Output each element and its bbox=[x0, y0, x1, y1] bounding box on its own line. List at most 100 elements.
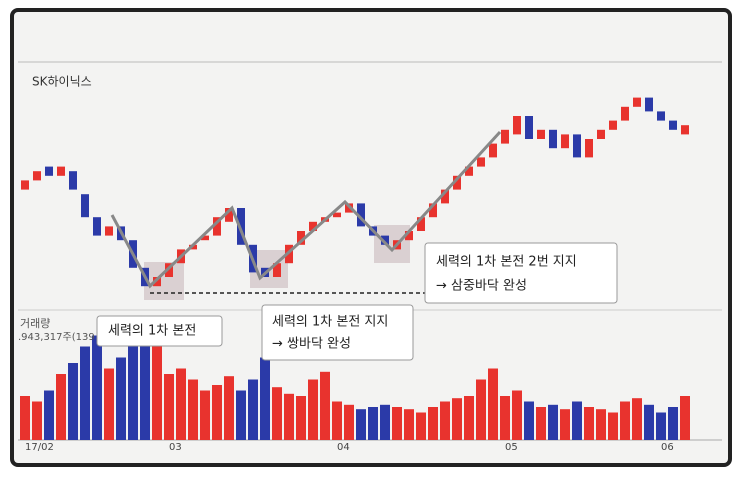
volume-bar bbox=[500, 396, 510, 440]
volume-bar bbox=[560, 409, 570, 440]
volume-bar bbox=[584, 407, 594, 440]
volume-bar bbox=[452, 398, 462, 440]
x-tick-label: 05 bbox=[505, 442, 518, 453]
candle bbox=[597, 129, 605, 139]
candle bbox=[585, 139, 593, 158]
annotation: 세력의 1차 본전 지지 bbox=[272, 315, 388, 330]
candle bbox=[513, 116, 521, 135]
annotation-box bbox=[261, 304, 414, 361]
candle bbox=[153, 277, 161, 287]
volume-bar bbox=[56, 374, 66, 440]
volume-bar bbox=[404, 409, 414, 440]
volume-bar bbox=[20, 396, 30, 440]
volume-bar bbox=[488, 368, 498, 440]
chart-title: SK하이닉스 bbox=[32, 75, 92, 89]
volume-bar bbox=[332, 401, 342, 440]
volume-bar bbox=[572, 401, 582, 440]
candle bbox=[105, 226, 113, 236]
volume-bar bbox=[356, 409, 366, 440]
annotation: 세력의 1차 본전 bbox=[108, 324, 196, 339]
x-tick-label: 17/02 bbox=[25, 442, 54, 453]
volume-bar bbox=[440, 401, 450, 440]
highlight bbox=[374, 225, 410, 263]
candle bbox=[453, 175, 461, 190]
volume-bar bbox=[140, 330, 150, 440]
volume-bar bbox=[116, 357, 126, 440]
candle bbox=[357, 203, 365, 227]
candle bbox=[165, 263, 173, 277]
candle bbox=[657, 111, 665, 121]
x-tick-label: 04 bbox=[337, 442, 350, 453]
candle bbox=[441, 189, 449, 204]
volume-bar bbox=[428, 407, 438, 440]
candle bbox=[549, 129, 557, 149]
candle bbox=[333, 212, 341, 218]
candle bbox=[501, 129, 509, 144]
annotation-box bbox=[424, 242, 618, 304]
volume-bar bbox=[32, 401, 42, 440]
candle bbox=[609, 120, 617, 130]
candle bbox=[93, 217, 101, 236]
volume-bar bbox=[620, 401, 630, 440]
candle bbox=[633, 97, 641, 107]
volume-info: .943,317주(139 bbox=[18, 332, 95, 343]
photo-frame bbox=[10, 8, 732, 467]
volume-bar bbox=[416, 412, 426, 440]
volume-bar bbox=[536, 407, 546, 440]
volume-bar bbox=[392, 407, 402, 440]
volume-bar bbox=[200, 390, 210, 440]
candle bbox=[237, 208, 245, 245]
volume-bar bbox=[464, 396, 474, 440]
candle bbox=[69, 171, 77, 190]
volume-bar bbox=[596, 409, 606, 440]
volume-bar bbox=[548, 404, 558, 440]
candle bbox=[33, 171, 41, 181]
candle bbox=[273, 263, 281, 277]
volume-bar bbox=[608, 412, 618, 440]
candle bbox=[309, 221, 317, 231]
volume-bar bbox=[476, 379, 486, 440]
candle bbox=[561, 134, 569, 149]
volume-bar bbox=[524, 401, 534, 440]
volume-bar bbox=[44, 390, 54, 440]
candle bbox=[477, 157, 485, 167]
candle bbox=[225, 208, 233, 222]
candle bbox=[201, 235, 209, 241]
volume-bar bbox=[320, 371, 330, 440]
volume-bar bbox=[152, 341, 162, 440]
annotation: → 쌍바닥 완성 bbox=[272, 337, 351, 352]
x-tick-label: 03 bbox=[169, 442, 182, 453]
annotation: 세력의 1차 본전 2번 지지 bbox=[436, 255, 577, 270]
volume-bar bbox=[380, 404, 390, 440]
candle bbox=[537, 129, 545, 139]
candle bbox=[465, 166, 473, 176]
candle bbox=[57, 166, 65, 176]
volume-bar bbox=[128, 341, 138, 440]
volume-bar bbox=[272, 387, 282, 440]
x-tick-label: 06 bbox=[661, 442, 674, 453]
candle bbox=[669, 120, 677, 130]
volume-bar bbox=[344, 404, 354, 440]
volume-bar bbox=[644, 404, 654, 440]
volume-bar bbox=[260, 357, 270, 440]
volume-bar bbox=[68, 363, 78, 440]
volume-bar bbox=[212, 385, 222, 440]
volume-bar bbox=[308, 379, 318, 440]
candle bbox=[381, 235, 389, 245]
trend-line bbox=[110, 130, 502, 289]
volume-bar bbox=[80, 346, 90, 440]
candle bbox=[645, 97, 653, 112]
candle bbox=[21, 180, 29, 190]
candle bbox=[45, 166, 53, 176]
volume-bar bbox=[248, 379, 258, 440]
candle bbox=[81, 194, 89, 218]
candle bbox=[297, 231, 305, 245]
volume-bar bbox=[104, 368, 114, 440]
volume-bar bbox=[296, 396, 306, 440]
candle bbox=[621, 106, 629, 121]
annotation: → 삼중바닥 완성 bbox=[436, 279, 527, 294]
volume-bar bbox=[512, 390, 522, 440]
candle bbox=[573, 134, 581, 158]
volume-bar bbox=[176, 368, 186, 440]
